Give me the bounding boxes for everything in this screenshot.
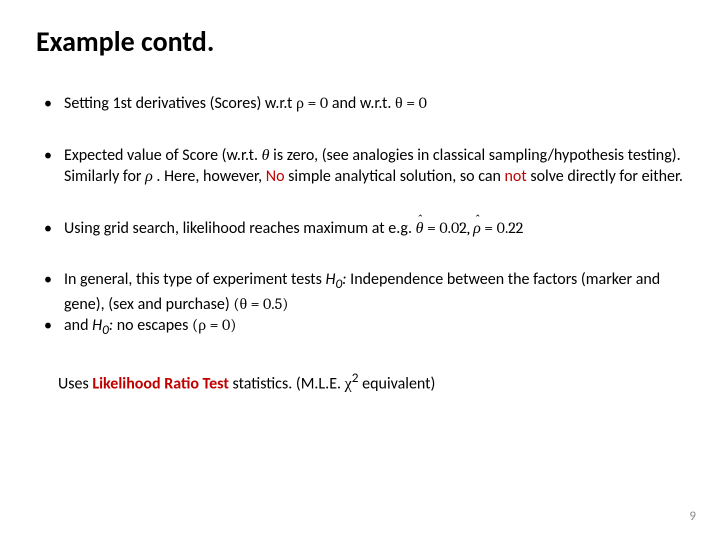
bullet-5: and H0: no escapes (ρ = 0) (36, 315, 684, 339)
text: . Here, however, (156, 167, 265, 186)
text: In general, this type of experiment test… (64, 270, 326, 289)
highlight-not: not (505, 167, 527, 186)
text: statistics. (M.L.E. (233, 375, 345, 394)
bullet-1: Setting 1st derivatives (Scores) w.r.t ρ… (36, 93, 684, 115)
theta-hat: θ (416, 218, 424, 240)
eq-b: = 0.22 (481, 219, 524, 237)
chi: χ (345, 375, 352, 393)
bullet-3: Using grid search, likelihood reaches ma… (36, 218, 684, 240)
lrt-highlight: Likelihood Ratio Test (92, 375, 229, 394)
text: no escapes (117, 316, 192, 335)
colon: : (342, 270, 350, 289)
h: H (326, 270, 336, 289)
equation: (ρ = 0) (192, 316, 236, 334)
text: simple analytical solution, so can (288, 167, 504, 186)
colon: : (109, 316, 117, 335)
bullet-2: Expected value of Score (w.r.t. θ is zer… (36, 145, 684, 188)
text: solve directly for either. (530, 167, 683, 186)
h: H (92, 316, 102, 335)
equation: θ = 0 (395, 94, 427, 112)
slide: Example contd. Setting 1st derivatives (… (0, 0, 720, 540)
highlight-no: No (266, 167, 285, 186)
text: equivalent) (362, 375, 435, 394)
text: Expected value of Score (w.r.t. (64, 146, 262, 165)
text: and w.r.t. (332, 94, 395, 113)
equation: (θ = 0.5) (233, 295, 288, 313)
equation: ρ = 0 (296, 94, 328, 112)
text: Setting 1st derivatives (Scores) w.r.t (64, 94, 296, 113)
footer-text: Uses Likelihood Ratio Test statistics. (… (36, 369, 684, 393)
symbol-theta: θ (262, 146, 270, 164)
bullet-list: Setting 1st derivatives (Scores) w.r.t ρ… (36, 93, 684, 339)
h0: H0: (92, 316, 117, 335)
estimate: θ = 0.02, ρ = 0.22 (416, 219, 524, 237)
rho-hat: ρ (473, 218, 481, 240)
text: Uses (58, 375, 92, 394)
eq-a: = 0.02, (423, 219, 473, 237)
text: and (64, 316, 92, 335)
bullet-4: In general, this type of experiment test… (36, 269, 684, 315)
sub0: 0 (102, 321, 109, 338)
text: Using grid search, likelihood reaches ma… (64, 219, 416, 238)
page-number: 9 (689, 509, 696, 524)
slide-title: Example contd. (36, 24, 684, 59)
h0: H0: (326, 270, 351, 289)
symbol-rho: ρ (145, 167, 153, 185)
sup2: 2 (352, 369, 359, 386)
